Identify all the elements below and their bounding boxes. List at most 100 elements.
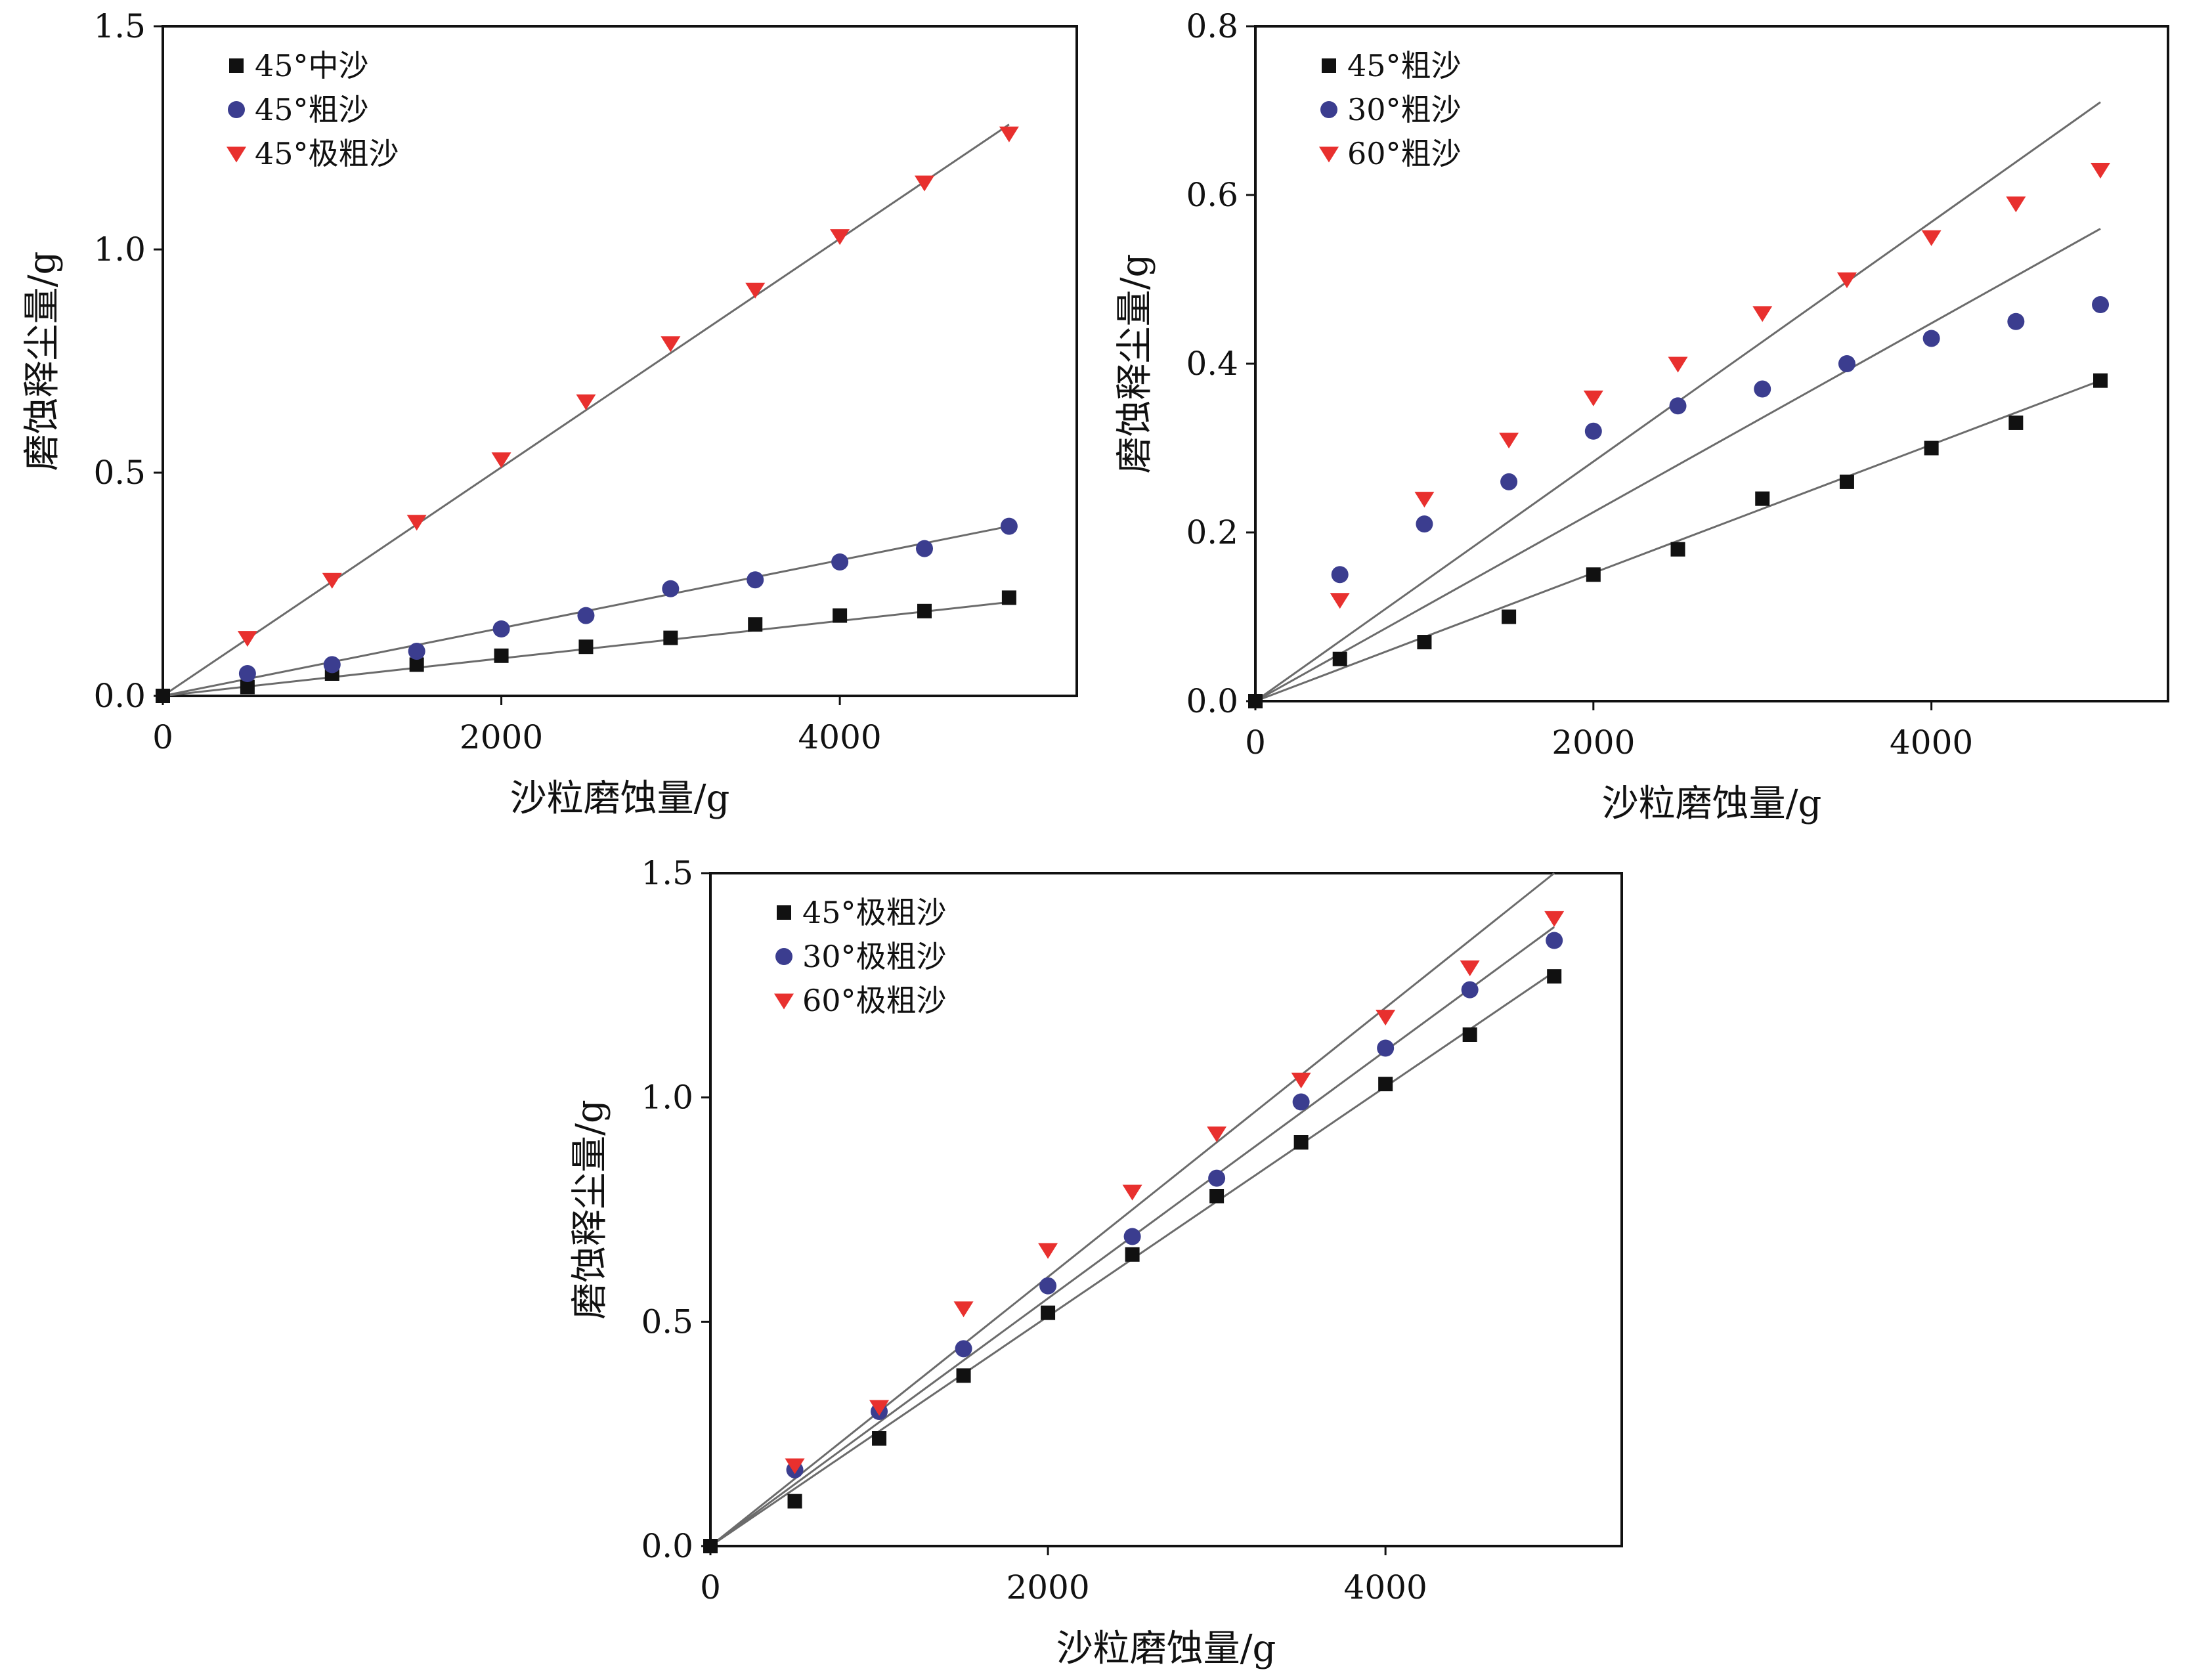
x-tick-label: 2000: [460, 718, 543, 756]
data-point: [785, 1458, 805, 1475]
chart-bottom-center: 0.0 0.5 1.0 1.5 0 2000 4000 沙粒磨蚀量/g 磨蚀释尘量/g 45°极粗…: [569, 854, 1623, 1670]
data-point: [1125, 1247, 1140, 1262]
data-point: [2007, 312, 2025, 330]
y-tick-label: 0.5: [93, 454, 146, 492]
data-point: [1416, 515, 1433, 533]
data-point: [917, 603, 932, 618]
data-point: [1461, 981, 1479, 999]
data-point: [1291, 1072, 1311, 1088]
data-point: [1207, 1126, 1227, 1142]
data-point: [830, 229, 850, 246]
data-point: [663, 630, 678, 645]
data-point: [1838, 355, 1855, 372]
data-point: [2006, 196, 2026, 213]
data-point: [2092, 296, 2110, 314]
data-point: [869, 1400, 890, 1416]
data-point: [1669, 397, 1687, 415]
data-point: [238, 665, 256, 682]
x-tick-label: 4000: [1344, 1568, 1427, 1606]
y-tick-label: 1.5: [641, 854, 693, 892]
data-point: [1755, 491, 1770, 506]
data-point: [1122, 1184, 1142, 1201]
data-point: [1293, 1135, 1309, 1150]
x-axis-title: 沙粒磨蚀量/g: [1602, 783, 1822, 825]
x-tick-label: 2000: [1551, 723, 1635, 762]
fit-line: [1255, 379, 2101, 702]
data-point: [492, 620, 510, 637]
data-point: [953, 1301, 974, 1318]
legend-label: 45°极粗沙: [255, 136, 399, 171]
legend-marker: [775, 948, 792, 965]
data-point: [1668, 356, 1688, 373]
data-point: [1547, 969, 1562, 984]
data-point: [577, 607, 595, 624]
data-point: [1123, 1228, 1141, 1245]
data-point: [747, 571, 764, 589]
data-point: [1039, 1277, 1057, 1295]
y-tick-label: 1.5: [93, 7, 146, 45]
data-point: [833, 608, 848, 623]
legend-marker: [228, 101, 245, 118]
y-tick-label: 0.4: [1186, 345, 1238, 383]
data-point: [1583, 390, 1603, 406]
data-point: [2008, 415, 2024, 430]
origin-point: [703, 1539, 718, 1553]
data-point: [2093, 373, 2108, 388]
data-point: [1836, 272, 1857, 288]
data-point: [1921, 230, 1942, 246]
legend-label: 45°粗沙: [1347, 48, 1462, 83]
data-point: [1209, 1189, 1225, 1203]
data-point: [1584, 422, 1602, 440]
legend-marker: [774, 993, 794, 1010]
data-point: [1546, 932, 1563, 949]
data-point: [1460, 960, 1480, 976]
data-point: [1752, 306, 1773, 322]
y-tick-label: 0.8: [1186, 7, 1238, 45]
data-point: [494, 648, 509, 663]
data-point: [1839, 474, 1854, 489]
data-point: [576, 394, 596, 410]
data-point: [1499, 433, 1519, 449]
data-point: [1502, 609, 1517, 624]
plot-frame: [162, 25, 1078, 697]
data-point: [578, 639, 594, 655]
fit-line: [162, 123, 1010, 697]
data-point: [406, 515, 427, 531]
data-point: [1462, 1027, 1477, 1042]
y-axis-title: 磨蚀释尘量/g: [569, 1100, 611, 1320]
legend-marker: [229, 58, 244, 73]
data-point: [2091, 162, 2111, 179]
y-tick-label: 0.0: [93, 677, 146, 715]
data-point: [916, 540, 933, 557]
data-point: [1377, 1039, 1395, 1057]
x-axis-title: 沙粒磨蚀量/g: [1056, 1627, 1276, 1670]
data-point: [1331, 566, 1349, 584]
data-point: [1208, 1169, 1226, 1187]
x-tick-label: 2000: [1006, 1568, 1089, 1606]
x-tick-label: 0: [1245, 723, 1266, 762]
data-point: [1924, 441, 1939, 456]
legend-label: 60°粗沙: [1347, 136, 1462, 171]
y-tick-label: 0.0: [1186, 682, 1238, 720]
y-tick-label: 0.6: [1186, 176, 1238, 214]
data-point: [240, 679, 255, 695]
fit-line: [1255, 228, 2101, 702]
data-point: [1414, 492, 1435, 508]
data-point: [1586, 567, 1601, 582]
origin-point: [1248, 694, 1263, 708]
data-point: [409, 657, 424, 672]
plot-frame: [709, 872, 1623, 1547]
data-point: [831, 553, 849, 571]
legend-label: 30°极粗沙: [802, 939, 947, 974]
legend-marker: [777, 905, 791, 920]
legend-label: 45°极粗沙: [802, 895, 947, 930]
data-point: [1330, 593, 1350, 609]
data-point: [955, 1340, 972, 1358]
data-point: [872, 1431, 887, 1446]
legend-marker: [1322, 58, 1336, 73]
y-tick-label: 0.0: [641, 1527, 693, 1565]
data-point: [661, 336, 681, 353]
data-point: [322, 572, 342, 589]
data-point: [1000, 517, 1018, 535]
legend-label: 45°粗沙: [255, 92, 369, 127]
